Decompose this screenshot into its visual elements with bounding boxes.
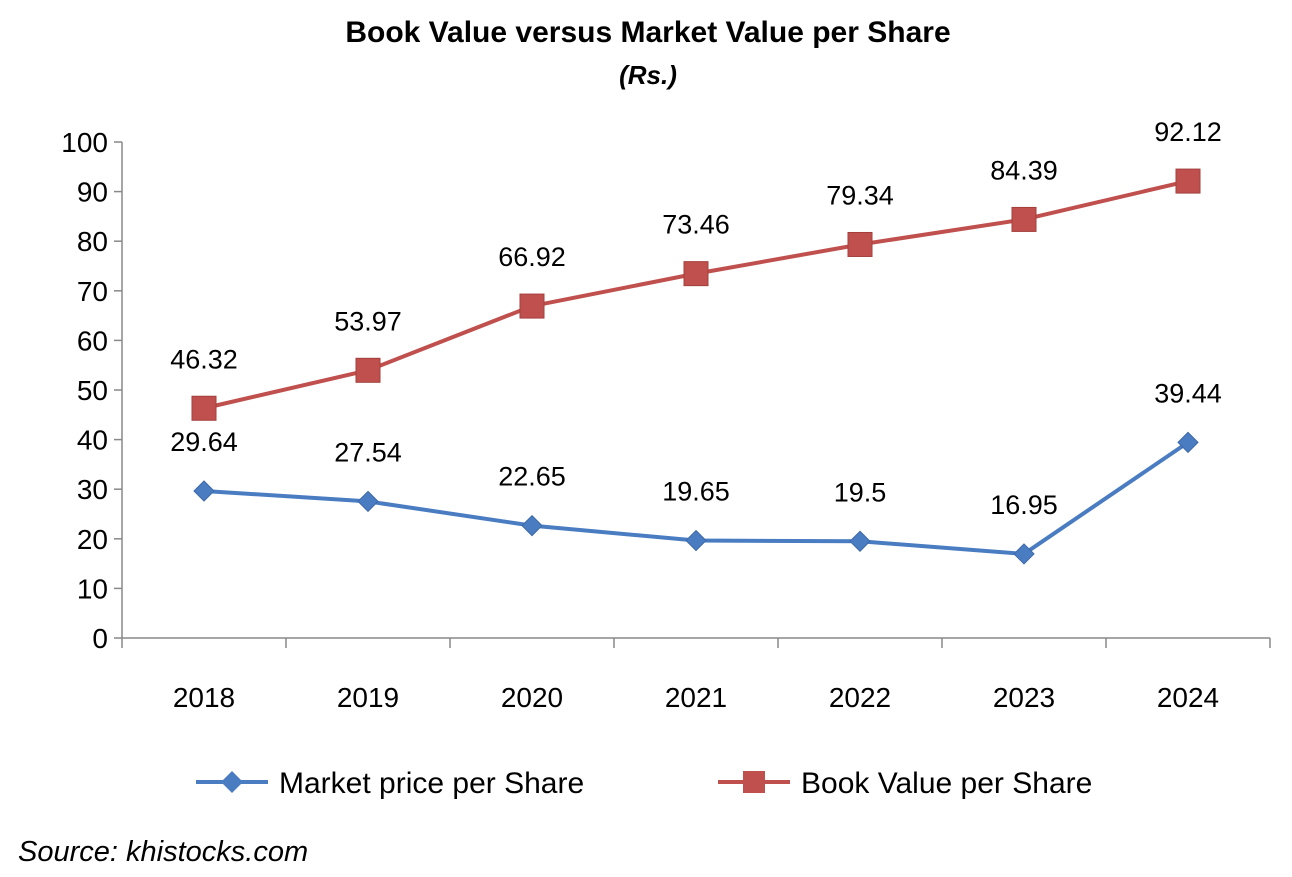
y-tick-label: 80 — [77, 226, 108, 257]
legend-marker-market-price — [221, 771, 243, 793]
y-tick-label: 70 — [77, 276, 108, 307]
data-label: 29.64 — [170, 427, 238, 457]
data-label: 53.97 — [334, 306, 402, 336]
data-point-market-price — [357, 490, 379, 513]
data-point-book-value — [1011, 206, 1037, 232]
data-point-book-value — [519, 293, 545, 319]
x-tick-label: 2022 — [829, 682, 891, 713]
series-layer — [191, 168, 1201, 565]
y-tick-label: 10 — [77, 573, 108, 604]
chart-title: Book Value versus Market Value per Share — [345, 16, 950, 49]
y-tick-label: 20 — [77, 524, 108, 555]
y-tick-label: 90 — [77, 177, 108, 208]
y-tick-label: 50 — [77, 375, 108, 406]
data-point-market-price — [1013, 543, 1035, 565]
data-label: 79.34 — [826, 180, 894, 210]
legend-label-book-value: Book Value per Share — [801, 767, 1092, 800]
source-note: Source: khistocks.com — [18, 836, 308, 868]
legend: Market price per Share Book Value per Sh… — [196, 767, 1092, 800]
data-label: 92.12 — [1154, 117, 1222, 147]
axes: 0 10 20 30 40 50 60 70 80 90 100 2018 2019 2020 2021 20… — [61, 127, 1271, 713]
y-tick-label: 0 — [92, 623, 108, 654]
legend-label-market-price: Market price per Share — [279, 767, 584, 800]
x-tick-label: 2024 — [1157, 682, 1219, 713]
data-point-book-value — [683, 261, 709, 287]
x-tick-label: 2023 — [993, 682, 1055, 713]
data-label: 46.32 — [170, 344, 238, 374]
data-label: 16.95 — [990, 490, 1058, 520]
chart-subtitle: (Rs.) — [619, 60, 677, 90]
y-tick-label: 40 — [77, 425, 108, 456]
data-point-book-value — [355, 357, 381, 383]
x-tick-label: 2020 — [501, 682, 563, 713]
data-point-book-value — [847, 231, 873, 257]
x-tick-label: 2019 — [337, 682, 399, 713]
data-point-book-value — [1175, 168, 1201, 194]
x-tick-label: 2021 — [665, 682, 727, 713]
data-point-market-price — [1177, 431, 1199, 454]
y-tick-label: 60 — [77, 325, 108, 356]
data-labels: 29.64 27.54 22.65 19.65 19.5 16.95 39.44 46.32 5… — [170, 117, 1222, 520]
data-label: 19.65 — [662, 477, 730, 507]
data-point-market-price — [193, 480, 215, 502]
data-point-market-price — [685, 529, 707, 552]
data-label: 39.44 — [1154, 378, 1222, 408]
y-tick-label: 30 — [77, 474, 108, 505]
y-tick-label: 100 — [61, 127, 108, 158]
legend-marker-book-value — [743, 771, 765, 793]
data-label: 66.92 — [498, 242, 566, 272]
data-label: 19.5 — [834, 477, 887, 507]
data-label: 27.54 — [334, 437, 402, 467]
data-label: 73.46 — [662, 210, 730, 240]
data-point-market-price — [849, 530, 871, 552]
x-tick-label: 2018 — [173, 682, 235, 713]
data-point-book-value — [191, 395, 217, 421]
data-label: 84.39 — [990, 155, 1058, 185]
data-label: 22.65 — [498, 462, 566, 492]
data-point-market-price — [521, 514, 543, 537]
